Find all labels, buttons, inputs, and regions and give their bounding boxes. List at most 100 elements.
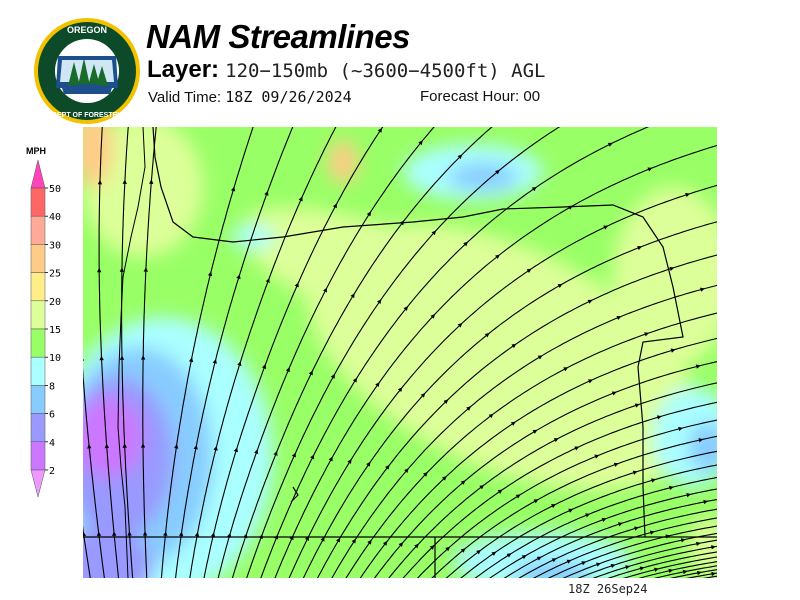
streamline-arrowhead — [332, 203, 337, 209]
streamline-arrowhead — [264, 190, 269, 196]
streamline-arrowhead — [611, 391, 617, 396]
streamline-arrowhead — [442, 475, 447, 481]
forecast-hour-label: Forecast Hour: — [420, 88, 520, 105]
streamline-arrowhead — [488, 413, 494, 419]
streamline-arrowhead — [397, 387, 403, 393]
streamline-arrowhead — [497, 489, 503, 494]
streamline-arrowhead — [649, 530, 655, 535]
legend-swatch — [30, 441, 46, 471]
page-title: NAM Streamlines — [146, 18, 410, 55]
streamline — [653, 565, 717, 578]
streamline-arrowhead — [403, 305, 409, 311]
streamline-arrowhead — [610, 563, 616, 569]
streamline-arrowhead — [207, 271, 213, 277]
streamline-arrowhead — [254, 449, 259, 455]
streamline-arrowhead — [308, 370, 313, 376]
streamline-arrowhead — [557, 283, 563, 288]
legend-swatch — [30, 413, 46, 443]
legend-label: 6 — [49, 410, 55, 421]
streamline-arrowhead — [399, 220, 405, 226]
streamline-arrowhead — [112, 531, 117, 536]
wind-speed-shading — [83, 127, 717, 578]
streamline-arrowhead — [310, 454, 315, 460]
streamline-arrowhead — [430, 313, 436, 319]
streamline — [402, 401, 717, 578]
streamline-arrowhead — [506, 553, 512, 558]
streamline-arrowhead — [510, 421, 516, 426]
streamline-arrowhead — [194, 531, 200, 537]
streamline — [489, 488, 717, 578]
streamline-arrowhead — [695, 364, 701, 369]
wind-speed-legend: MPH 50 40 30 25 20 15 10 8 6 4 2 — [26, 146, 61, 498]
streamline-arrowhead — [212, 358, 217, 364]
streamline-arrowhead — [696, 541, 701, 546]
streamline-arrowhead — [476, 549, 482, 555]
streamline-arrowhead — [83, 531, 87, 537]
streamline-arrowhead — [457, 322, 463, 328]
streamline-arrowhead — [644, 332, 650, 337]
streamline-arrowhead — [603, 225, 609, 230]
streamline-arrowhead — [654, 567, 659, 572]
svg-text:OREGON: OREGON — [67, 25, 107, 35]
streamline-arrowhead — [83, 358, 85, 361]
streamline — [260, 127, 650, 578]
streamline — [274, 144, 717, 578]
streamline-arrowhead — [87, 443, 92, 449]
streamline-arrowhead — [323, 287, 328, 293]
streamline-arrowhead — [420, 392, 426, 398]
streamline-arrowhead — [423, 471, 428, 477]
oregon-department-of-forestry-logo: OREGON DEPT OF FORESTRY — [34, 18, 140, 124]
map-timestamp: 18Z 26Sep24 — [568, 582, 648, 596]
streamline-arrowhead — [585, 513, 591, 518]
streamline-arrowhead — [418, 140, 423, 146]
streamline-arrowhead — [233, 447, 238, 453]
streamline-arrowhead — [574, 446, 580, 451]
streamline-arrowhead — [495, 254, 500, 259]
layer-label: Layer: — [147, 56, 220, 83]
streamline — [416, 419, 717, 578]
streamline — [217, 127, 435, 578]
streamline-map[interactable] — [83, 127, 717, 578]
legend-label: 4 — [49, 438, 55, 449]
streamline-arrowhead — [460, 548, 466, 553]
streamline — [562, 532, 717, 578]
streamline-arrowhead — [711, 571, 717, 577]
streamline — [445, 450, 717, 578]
legend-top-arrow — [30, 159, 46, 189]
streamline — [203, 127, 384, 578]
streamline-arrowhead — [463, 241, 469, 247]
legend-label: 15 — [49, 325, 61, 336]
streamline-arrowhead — [304, 535, 309, 541]
streamline-arrowhead — [587, 299, 593, 304]
streamline-arrowhead — [237, 361, 242, 367]
streamline-arrowhead — [682, 569, 688, 575]
forecast-hour: Forecast Hour: 00 — [420, 88, 540, 105]
streamline-arrowhead — [601, 517, 607, 522]
streamline-arrowhead — [568, 508, 574, 513]
streamlines — [83, 127, 717, 578]
valid-time-value: 18Z 09/26/2024 — [225, 88, 352, 106]
streamline — [359, 337, 717, 578]
streamline-arrowhead — [142, 531, 148, 536]
streamline-arrowhead — [294, 282, 299, 288]
streamline-arrowhead — [376, 299, 382, 305]
streamline-arrowhead — [382, 540, 388, 546]
streamline-arrowhead — [366, 461, 371, 467]
streamline-arrowhead — [532, 429, 538, 434]
streamline — [83, 525, 91, 578]
streamline-arrowhead — [429, 545, 435, 550]
streamline — [532, 517, 717, 578]
streamline-arrowhead — [119, 355, 125, 360]
streamline — [189, 127, 337, 578]
streamline-arrowhead — [651, 478, 657, 483]
streamline-arrowhead — [330, 373, 335, 379]
streamline — [121, 127, 134, 578]
streamline-arrowhead — [193, 444, 198, 450]
streamline-arrowhead — [443, 399, 449, 404]
streamline-arrowhead — [511, 343, 517, 349]
streamline-arrowhead — [457, 154, 463, 160]
streamline-arrowhead — [668, 568, 674, 573]
streamline-arrowhead — [122, 443, 127, 448]
streamline-arrowhead — [553, 438, 559, 443]
streamline-arrowhead — [140, 355, 146, 360]
